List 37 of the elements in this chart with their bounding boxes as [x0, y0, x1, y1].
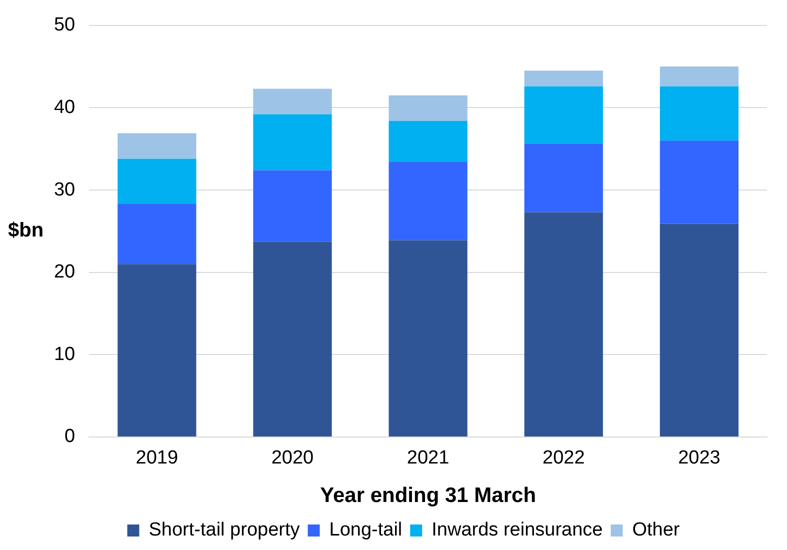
- y-tick-label: 0: [64, 426, 76, 448]
- bar: [253, 88, 332, 114]
- bar: [660, 86, 739, 141]
- bar: [524, 86, 603, 144]
- bar: [524, 70, 603, 86]
- bar: [253, 114, 332, 170]
- bar: [388, 162, 468, 240]
- x-axis-title: Year ending 31 March: [320, 484, 536, 508]
- bar: [388, 95, 468, 121]
- x-tick-label: 2023: [678, 448, 720, 469]
- legend-label: Long-tail: [329, 520, 402, 541]
- y-axis-title: $bn: [8, 220, 44, 242]
- x-tick-label: 2020: [271, 448, 314, 469]
- bar: [253, 170, 332, 242]
- bar: [660, 66, 739, 86]
- bar: [118, 158, 196, 204]
- bar: [118, 264, 196, 436]
- bar: [524, 144, 603, 212]
- y-tick-label: 20: [54, 262, 76, 283]
- y-tick-label: 10: [54, 344, 76, 365]
- legend-label: Inwards reinsurance: [432, 520, 603, 541]
- y-tick-label: 40: [54, 96, 76, 118]
- bar: [524, 212, 603, 436]
- x-tick-label: 2019: [136, 448, 178, 469]
- bar: [118, 133, 196, 159]
- bar: [253, 242, 332, 436]
- x-tick-label: 2021: [406, 448, 450, 469]
- x-tick-label: 2022: [542, 448, 585, 469]
- bar: [388, 240, 468, 436]
- y-tick-label: 50: [54, 14, 76, 36]
- bar: [388, 120, 468, 162]
- bar: [660, 224, 739, 436]
- bar: [118, 204, 196, 264]
- legend-label: Short-tail property: [148, 520, 300, 541]
- bar: [660, 140, 739, 224]
- y-tick-label: 30: [54, 179, 76, 200]
- legend-label: Other: [632, 520, 680, 541]
